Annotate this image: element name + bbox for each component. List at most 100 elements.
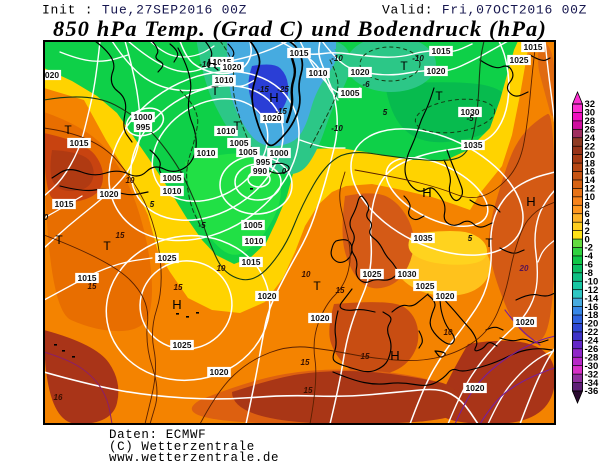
svg-text:1015: 1015 (432, 46, 451, 56)
svg-text:T: T (211, 84, 219, 98)
svg-text:H: H (172, 297, 181, 312)
svg-text:H: H (526, 194, 535, 209)
svg-text:(C) Wetterzentrale: (C) Wetterzentrale (109, 440, 255, 454)
svg-text:15: 15 (116, 231, 125, 240)
svg-text:1020: 1020 (311, 313, 330, 323)
svg-text:-25: -25 (277, 85, 289, 94)
svg-text:5: 5 (383, 108, 388, 117)
svg-text:-14: -14 (585, 293, 599, 304)
svg-text:1025: 1025 (510, 55, 529, 65)
svg-text:12: 12 (585, 184, 596, 195)
svg-text:T: T (435, 89, 443, 103)
svg-text:-10: -10 (331, 54, 343, 63)
svg-text:T: T (64, 123, 72, 137)
svg-text:15: 15 (336, 286, 345, 295)
svg-text:14: 14 (585, 175, 596, 186)
svg-text:-10: -10 (199, 60, 211, 69)
svg-text:-18: -18 (585, 310, 599, 321)
svg-text:20: 20 (585, 150, 596, 161)
svg-text:16: 16 (54, 393, 63, 402)
svg-text:1015: 1015 (70, 138, 89, 148)
svg-text:995: 995 (256, 157, 270, 167)
svg-text:1005: 1005 (163, 173, 182, 183)
svg-text:-15: -15 (275, 107, 287, 116)
svg-text:1035: 1035 (464, 140, 483, 150)
svg-text:1020: 1020 (351, 67, 370, 77)
svg-text:1010: 1010 (245, 236, 264, 246)
svg-text:1020: 1020 (223, 62, 242, 72)
svg-text:26: 26 (585, 125, 596, 136)
svg-text:020: 020 (45, 70, 59, 80)
svg-text:24: 24 (585, 133, 596, 144)
svg-text:-5: -5 (466, 114, 474, 123)
svg-text:Valid: Fri,07OCT2016 00Z: Valid: Fri,07OCT2016 00Z (382, 3, 587, 18)
svg-text:1010: 1010 (163, 186, 182, 196)
svg-text:1010: 1010 (197, 148, 216, 158)
svg-text:8: 8 (585, 201, 590, 212)
svg-text:1015: 1015 (290, 48, 309, 58)
svg-text:T: T (485, 236, 493, 250)
svg-text:1000: 1000 (270, 148, 289, 158)
svg-text:-6: -6 (362, 80, 370, 89)
svg-text:15: 15 (174, 283, 183, 292)
svg-text:-5: -5 (198, 221, 206, 230)
svg-text:-10: -10 (412, 54, 424, 63)
svg-text:T: T (233, 119, 241, 133)
svg-text:10: 10 (585, 192, 596, 203)
svg-text:0: 0 (585, 234, 590, 245)
svg-text:-28: -28 (585, 352, 599, 363)
svg-text:1015: 1015 (524, 42, 543, 52)
svg-text:1020: 1020 (466, 383, 485, 393)
svg-text:1020: 1020 (436, 291, 455, 301)
svg-text:-34: -34 (585, 378, 599, 389)
svg-text:10: 10 (444, 328, 453, 337)
svg-text:-10: -10 (331, 124, 343, 133)
svg-text:18: 18 (585, 158, 596, 169)
svg-text:1010: 1010 (309, 68, 328, 78)
svg-text:-10: -10 (585, 277, 599, 288)
svg-text:15: 15 (301, 358, 310, 367)
svg-text:15: 15 (304, 386, 313, 395)
svg-text:-32: -32 (585, 369, 599, 380)
svg-text:1005: 1005 (244, 220, 263, 230)
svg-text:-2: -2 (585, 243, 593, 254)
svg-text:-6: -6 (585, 260, 593, 271)
svg-text:2: 2 (585, 226, 590, 237)
svg-text:1005: 1005 (341, 88, 360, 98)
svg-text:-20: -20 (585, 319, 599, 330)
svg-text:-24: -24 (585, 336, 599, 347)
svg-text:15: 15 (88, 282, 97, 291)
svg-text:1015: 1015 (242, 257, 261, 267)
svg-text:1030: 1030 (461, 107, 480, 117)
svg-text:-12: -12 (585, 285, 599, 296)
svg-text:0: 0 (44, 213, 49, 222)
svg-text:1010: 1010 (217, 126, 236, 136)
svg-text:10: 10 (126, 176, 135, 185)
svg-text:-8: -8 (585, 268, 593, 279)
svg-text:Daten: ECMWF: Daten: ECMWF (109, 428, 206, 442)
svg-text:5: 5 (468, 234, 473, 243)
svg-text:1000: 1000 (134, 112, 153, 122)
svg-text:H: H (269, 90, 278, 105)
svg-text:1005: 1005 (230, 138, 249, 148)
svg-text:1020: 1020 (516, 317, 535, 327)
svg-text:1020: 1020 (427, 66, 446, 76)
svg-text:-26: -26 (585, 344, 599, 355)
svg-text:32: 32 (585, 99, 596, 110)
svg-text:1035: 1035 (414, 233, 433, 243)
svg-text:H: H (390, 348, 399, 363)
svg-text:1025: 1025 (173, 340, 192, 350)
svg-text:1025: 1025 (416, 281, 435, 291)
svg-text:T: T (313, 279, 321, 293)
svg-text:-4: -4 (585, 251, 594, 262)
svg-text:Init : Tue,27SEP2016 00Z: Init : Tue,27SEP2016 00Z (42, 3, 247, 18)
svg-text:1025: 1025 (363, 269, 382, 279)
svg-text:30: 30 (585, 108, 596, 119)
svg-text:1015: 1015 (55, 199, 74, 209)
svg-text:1030: 1030 (398, 269, 417, 279)
svg-text:850 hPa Temp. (Grad C) und Bod: 850 hPa Temp. (Grad C) und Bodendruck (h… (53, 16, 547, 41)
svg-text:990: 990 (253, 166, 267, 176)
svg-text:1010: 1010 (215, 75, 234, 85)
svg-text:H: H (422, 185, 431, 200)
svg-text:0: 0 (282, 167, 287, 176)
